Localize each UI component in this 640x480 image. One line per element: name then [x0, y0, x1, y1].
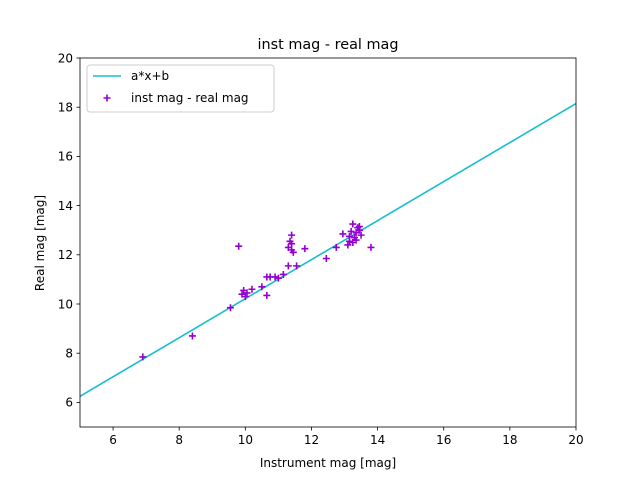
legend-label-series: inst mag - real mag — [131, 91, 249, 105]
y-tick-label: 16 — [58, 150, 73, 164]
data-point — [355, 223, 363, 231]
data-point — [367, 243, 375, 251]
chart-title: inst mag - real mag — [258, 37, 399, 53]
data-point — [293, 262, 301, 270]
data-point — [271, 273, 279, 281]
x-tick-label: 20 — [568, 433, 583, 447]
data-point — [258, 283, 266, 291]
y-tick-label: 6 — [65, 396, 73, 410]
legend-marker-swatch — [103, 94, 111, 102]
data-point — [243, 289, 251, 297]
data-point — [339, 230, 347, 238]
data-point — [344, 241, 352, 249]
x-tick-label: 18 — [502, 433, 517, 447]
x-tick-label: 8 — [175, 433, 183, 447]
y-tick-label: 14 — [58, 199, 73, 213]
data-point — [289, 248, 297, 256]
x-tick-label: 16 — [436, 433, 451, 447]
data-point — [357, 231, 365, 239]
data-point — [349, 220, 357, 228]
plot-area: 6 8 10 12 14 16 18 20 6 8 10 12 14 16 18 20 — [58, 51, 584, 447]
data-point — [345, 237, 353, 245]
data-point — [226, 304, 234, 312]
data-point — [241, 293, 249, 301]
x-tick-label: 12 — [304, 433, 319, 447]
legend-box — [86, 64, 275, 113]
y-tick-label: 12 — [58, 248, 73, 262]
x-tick-label: 10 — [238, 433, 253, 447]
y-tick-label: 8 — [65, 347, 73, 361]
data-point — [235, 242, 243, 250]
data-point — [284, 262, 292, 270]
data-point — [352, 236, 360, 244]
data-point — [279, 270, 287, 278]
data-point — [188, 332, 196, 340]
data-point — [288, 240, 296, 248]
fit-line — [80, 102, 576, 397]
data-point — [274, 274, 282, 282]
y-tick-label: 10 — [58, 297, 73, 311]
data-point — [248, 285, 256, 293]
x-tick-label: 6 — [109, 433, 117, 447]
y-tick-label: 18 — [58, 101, 73, 115]
data-point — [347, 227, 355, 235]
data-point — [263, 291, 271, 299]
data-point — [332, 243, 340, 251]
data-point — [322, 254, 330, 262]
y-axis-label: Real mag [mag] — [33, 195, 47, 291]
legend: a*x+b inst mag - real mag — [86, 64, 275, 113]
y-tick-label: 20 — [58, 51, 73, 65]
legend-label-fit: a*x+b — [131, 69, 169, 83]
data-point — [301, 245, 309, 253]
axes-frame — [79, 57, 577, 428]
data-point — [288, 231, 296, 239]
x-tick-label: 14 — [370, 433, 385, 447]
data-point — [139, 353, 147, 361]
x-axis-label: Instrument mag [mag] — [260, 456, 396, 470]
